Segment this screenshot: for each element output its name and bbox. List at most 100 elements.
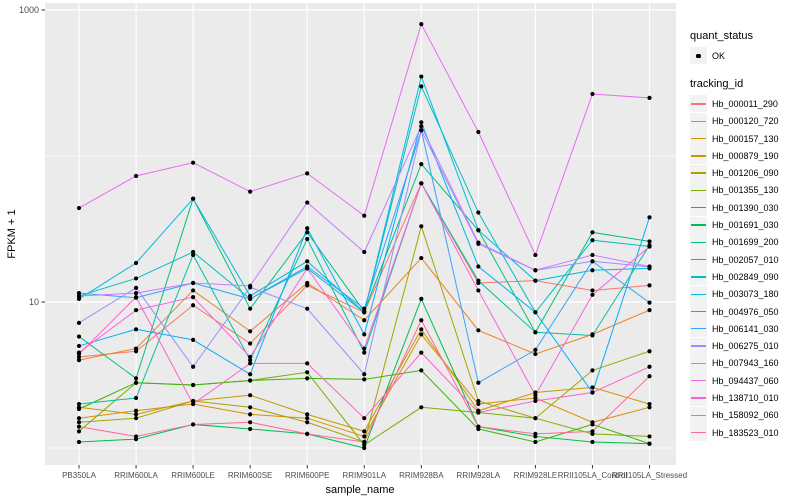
data-point xyxy=(248,361,253,366)
legend-item-label: Hb_006141_030 xyxy=(712,323,779,334)
data-point xyxy=(305,280,310,286)
data-point xyxy=(133,276,139,281)
data-point xyxy=(133,260,139,266)
data-point xyxy=(590,91,595,97)
data-point xyxy=(133,412,139,417)
data-point xyxy=(305,226,310,231)
data-point xyxy=(305,431,310,436)
data-point xyxy=(191,295,196,300)
line-swatch-icon xyxy=(691,241,706,243)
data-point xyxy=(76,439,82,445)
line-swatch-icon xyxy=(691,258,706,261)
legend-item-Hb_000157_130: Hb_000157_130 xyxy=(690,130,798,148)
data-point xyxy=(419,255,424,261)
data-point xyxy=(133,291,139,296)
data-point xyxy=(305,376,310,381)
data-point xyxy=(590,422,595,427)
x-tick-label: RRIM928LE xyxy=(514,471,558,480)
data-point xyxy=(248,412,253,417)
data-point xyxy=(76,416,82,421)
data-point xyxy=(248,296,253,302)
legend-item-label: Hb_000011_290 xyxy=(712,98,778,109)
data-point xyxy=(133,376,139,381)
data-point xyxy=(362,442,367,448)
data-point xyxy=(647,401,652,407)
data-point xyxy=(419,332,424,337)
line-swatch-icon xyxy=(691,120,706,122)
x-tick-label: RRIM901LA xyxy=(342,471,386,480)
legend-item-Hb_002849_090: Hb_002849_090 xyxy=(690,268,798,286)
data-point xyxy=(647,364,652,369)
legend-item-Hb_004976_050: Hb_004976_050 xyxy=(690,303,798,320)
legend-item-Hb_000120_720: Hb_000120_720 xyxy=(690,112,798,130)
data-point xyxy=(533,431,538,436)
data-point xyxy=(191,382,196,388)
data-point xyxy=(476,240,481,245)
legend-key-box xyxy=(690,389,707,407)
data-point xyxy=(476,328,481,333)
legend-item-label: Hb_000879_190 xyxy=(712,150,779,161)
data-point xyxy=(590,390,595,395)
point-icon xyxy=(696,53,701,58)
data-point xyxy=(590,333,595,338)
data-point xyxy=(248,283,253,288)
data-point xyxy=(248,378,253,383)
data-point xyxy=(590,252,595,258)
data-point xyxy=(305,416,310,421)
data-point xyxy=(305,412,310,417)
data-point xyxy=(533,310,538,315)
data-point xyxy=(191,249,196,255)
x-tick-label: RRIM928BA xyxy=(399,471,444,480)
line-swatch-icon xyxy=(691,155,706,157)
legend-key-box xyxy=(690,112,707,130)
legend-key-box xyxy=(690,337,707,355)
legend-item-Hb_094437_060: Hb_094437_060 xyxy=(690,372,798,390)
data-point xyxy=(248,405,253,410)
data-point xyxy=(590,259,595,264)
data-point xyxy=(533,268,538,273)
line-swatch-icon xyxy=(691,137,706,140)
line-swatch-icon xyxy=(691,345,706,347)
data-point xyxy=(362,332,367,337)
legend: quant_status OK tracking_id Hb_000011_29… xyxy=(690,30,798,455)
legend-item-label: Hb_006275_010 xyxy=(712,341,779,352)
data-point xyxy=(590,288,595,293)
data-point xyxy=(419,124,424,129)
line-swatch-icon xyxy=(691,397,706,399)
data-point xyxy=(248,354,253,360)
data-point xyxy=(419,318,424,323)
legend-item-Hb_001691_030: Hb_001691_030 xyxy=(690,216,798,234)
legend-item-label: Hb_002057_010 xyxy=(712,254,779,265)
data-point xyxy=(76,420,82,425)
data-point xyxy=(133,434,139,439)
data-point xyxy=(476,210,481,215)
data-point xyxy=(590,292,595,297)
legend-item-label: Hb_001390_030 xyxy=(712,202,779,213)
data-point xyxy=(590,439,595,445)
legend-quant-status: quant_status OK xyxy=(690,30,798,65)
data-point xyxy=(248,426,253,432)
data-point xyxy=(647,405,652,410)
data-point xyxy=(305,200,310,205)
x-axis-title: sample_name xyxy=(325,484,394,496)
legend-item-label: Hb_003073_180 xyxy=(712,289,779,300)
x-tick-label: RRIM600PE xyxy=(285,471,329,480)
data-point xyxy=(533,278,538,283)
data-point xyxy=(76,424,82,429)
data-point xyxy=(133,395,139,401)
data-point xyxy=(590,385,595,390)
data-point xyxy=(248,420,253,425)
legend-key-box xyxy=(690,147,707,165)
legend-item-Hb_183523_010: Hb_183523_010 xyxy=(690,424,798,442)
data-point xyxy=(419,296,424,302)
data-point xyxy=(191,252,196,258)
data-point xyxy=(362,377,367,382)
data-point xyxy=(419,405,424,410)
data-point xyxy=(647,308,652,313)
line-swatch-icon xyxy=(691,224,706,226)
legend-key-box xyxy=(690,47,707,65)
data-point xyxy=(590,230,595,235)
y-tick-label: 10 xyxy=(29,297,39,307)
line-swatch-icon xyxy=(691,207,706,209)
